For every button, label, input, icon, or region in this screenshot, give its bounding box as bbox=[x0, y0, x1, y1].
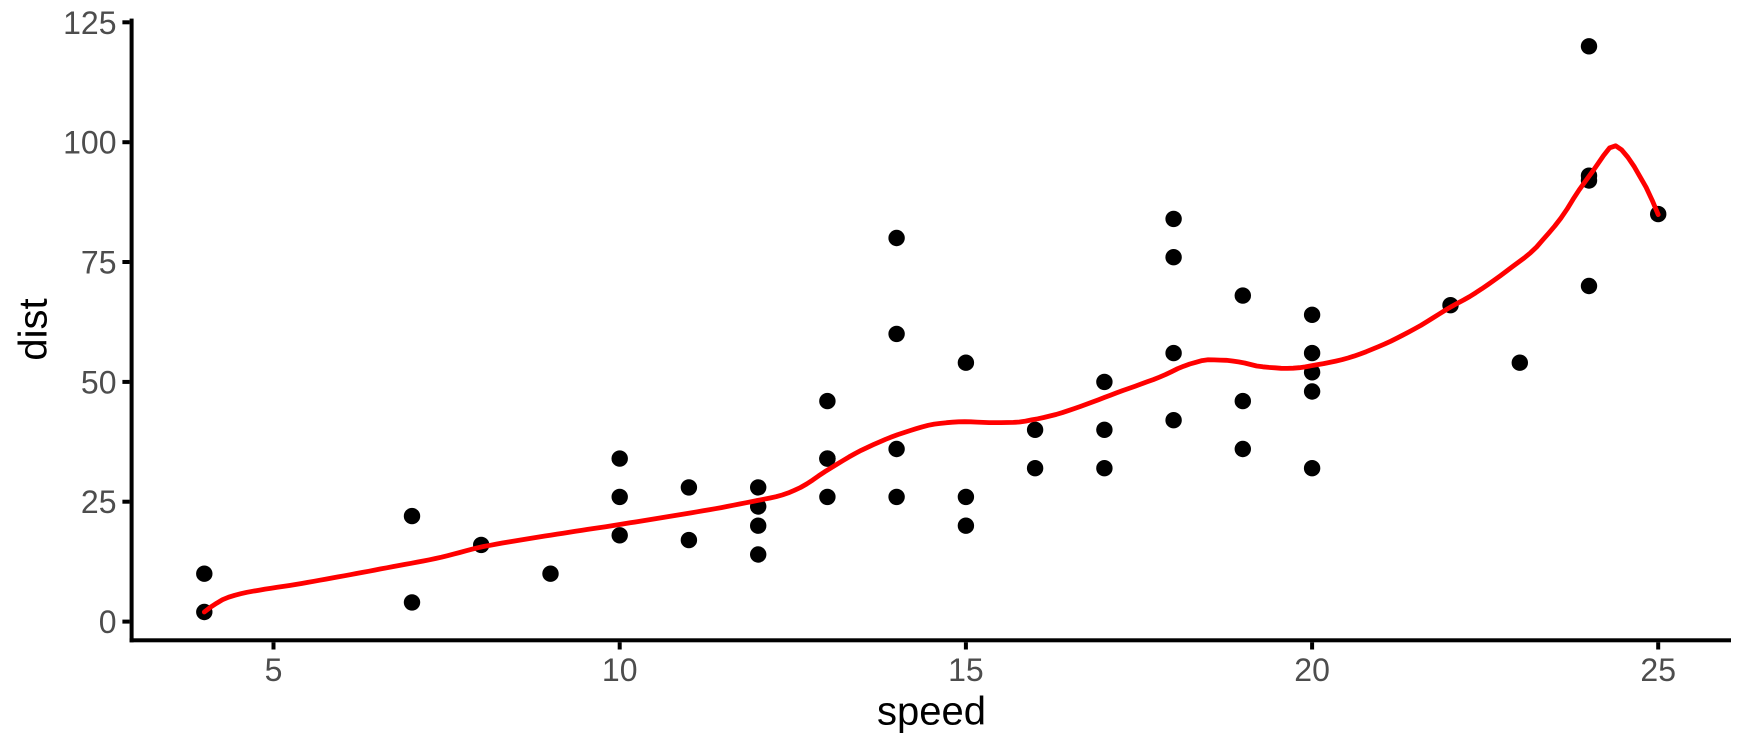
svg-text:20: 20 bbox=[1294, 652, 1330, 688]
svg-text:50: 50 bbox=[81, 364, 117, 400]
svg-text:15: 15 bbox=[948, 652, 984, 688]
svg-text:25: 25 bbox=[1640, 652, 1676, 688]
svg-text:25: 25 bbox=[81, 484, 117, 520]
svg-text:125: 125 bbox=[63, 5, 116, 41]
svg-text:dist: dist bbox=[12, 298, 56, 360]
svg-text:5: 5 bbox=[265, 652, 283, 688]
svg-text:10: 10 bbox=[602, 652, 638, 688]
svg-text:100: 100 bbox=[63, 125, 116, 161]
svg-text:0: 0 bbox=[99, 604, 117, 640]
svg-text:speed: speed bbox=[877, 690, 986, 734]
svg-text:75: 75 bbox=[81, 245, 117, 281]
